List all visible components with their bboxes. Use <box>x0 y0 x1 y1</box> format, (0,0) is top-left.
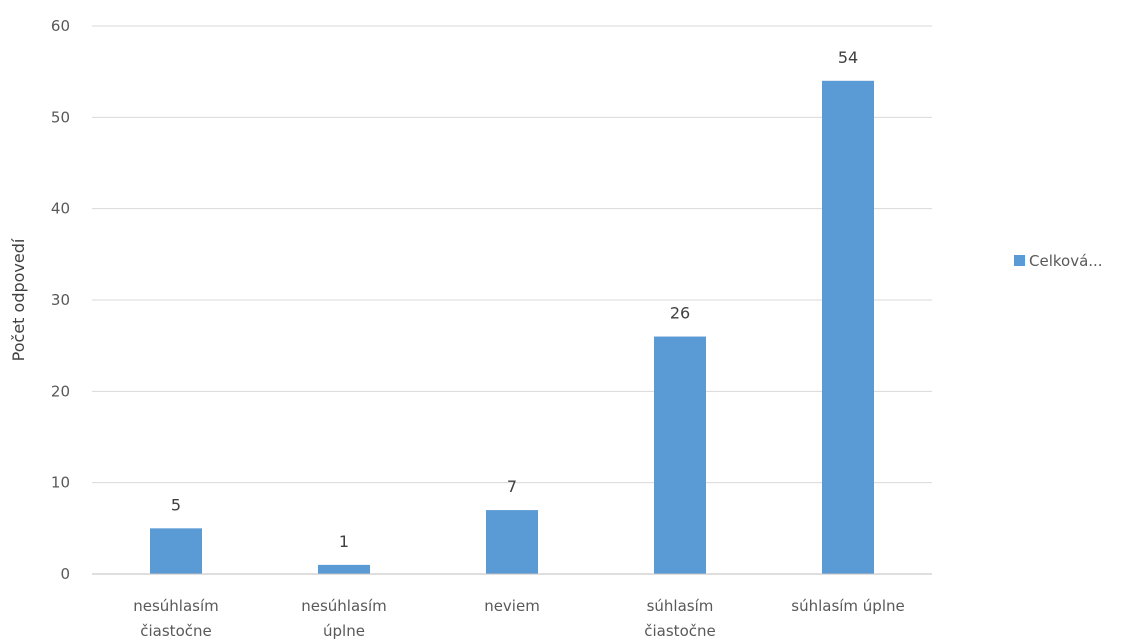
x-tick-label: nesúhlasím <box>133 597 219 615</box>
gridlines <box>92 25 932 484</box>
y-tick-label: 0 <box>60 565 70 583</box>
bar[interactable] <box>654 336 706 574</box>
x-tick-label: nesúhlasím <box>301 597 387 615</box>
bars <box>150 80 874 575</box>
legend-label: Celková... <box>1029 252 1103 270</box>
bar[interactable] <box>318 564 370 574</box>
data-label: 5 <box>171 495 181 514</box>
bar[interactable] <box>150 528 202 574</box>
x-tick-label: súhlasím úplne <box>791 597 904 615</box>
bar[interactable] <box>822 80 874 575</box>
data-labels: 5 1 7 26 54 <box>171 48 858 551</box>
data-label: 7 <box>507 477 517 496</box>
y-tick-label: 10 <box>51 474 70 492</box>
y-tick-label: 20 <box>51 382 70 400</box>
x-axis-category-labels: nesúhlasím čiastočne nesúhlasím úplne neviem… <box>133 597 905 640</box>
x-tick-label: úplne <box>323 622 365 640</box>
y-tick-label: 50 <box>51 108 70 126</box>
data-label: 1 <box>339 532 349 551</box>
legend-swatch-icon <box>1014 255 1025 266</box>
x-tick-label: čiastočne <box>140 622 211 640</box>
x-tick-label: neviem <box>484 597 540 615</box>
x-tick-label: súhlasím <box>647 597 714 615</box>
legend[interactable]: Celková... <box>1014 252 1103 270</box>
y-tick-label: 60 <box>51 17 70 35</box>
data-label: 26 <box>670 304 690 323</box>
x-tick-label: čiastočne <box>644 622 715 640</box>
y-tick-label: 30 <box>51 291 70 309</box>
y-axis-ticks: 0 10 20 30 40 50 60 <box>51 17 70 583</box>
bar[interactable] <box>486 510 538 574</box>
y-axis-title: Počet odpovedí <box>9 238 28 361</box>
y-tick-label: 40 <box>51 200 70 218</box>
data-label: 54 <box>838 48 858 67</box>
